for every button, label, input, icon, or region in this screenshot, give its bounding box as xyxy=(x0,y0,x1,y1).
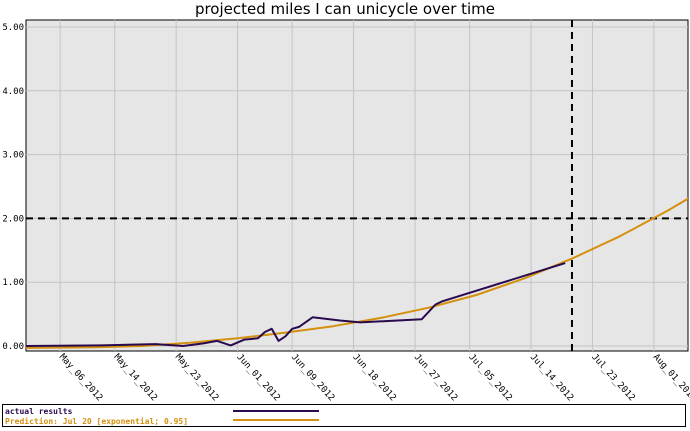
y-tick-label: 2.00 xyxy=(2,214,24,224)
y-tick-label: 4.00 xyxy=(2,87,24,97)
chart-title: projected miles I can unicycle over time xyxy=(194,0,496,18)
x-tick-label: May_06_2012 xyxy=(57,352,104,403)
x-tick-label: May_23_2012 xyxy=(173,352,220,403)
legend-label-prediction: Prediction: Jul 20 [exponential; 0.95] xyxy=(5,417,189,426)
legend-swatch-actual xyxy=(233,410,319,412)
x-tick-label: Jun_27_2012 xyxy=(412,352,459,403)
y-tick-label: 0.00 xyxy=(2,342,24,352)
actual-results-line xyxy=(26,262,566,347)
x-tick-label: Jun_09_2012 xyxy=(289,352,336,403)
legend-swatch-prediction xyxy=(233,419,319,421)
legend: actual results Prediction: Jul 20 [expon… xyxy=(2,404,686,427)
x-tick-label: Aug_01_2012 xyxy=(651,352,690,403)
x-tick-label: May_14_2012 xyxy=(111,352,158,403)
y-tick-label: 3.00 xyxy=(2,151,24,161)
y-axis-ticks: 0.00 1.00 2.00 3.00 4.00 5.00 xyxy=(2,23,24,352)
y-tick-label: 5.00 xyxy=(2,23,24,33)
reference-lines xyxy=(26,20,688,351)
y-tick-label: 1.00 xyxy=(2,278,24,288)
series-layer xyxy=(26,197,688,349)
x-tick-label: Jul_05_2012 xyxy=(466,352,513,403)
plot-area xyxy=(25,19,689,352)
x-tick-label: Jul_23_2012 xyxy=(589,352,636,403)
x-tick-label: Jun_18_2012 xyxy=(350,352,397,403)
x-tick-label: Jul_14_2012 xyxy=(528,352,575,403)
x-tick-label: Jun_01_2012 xyxy=(234,352,281,403)
grid-lines xyxy=(26,20,688,351)
chart: 0.001.002.003.004.005.00 May_06_2012 May_… xyxy=(2,19,690,403)
x-axis-ticks: May_06_2012 May_14_2012 May_23_2012 Jun_01_… xyxy=(57,352,690,403)
legend-label-actual: actual results xyxy=(5,407,73,416)
